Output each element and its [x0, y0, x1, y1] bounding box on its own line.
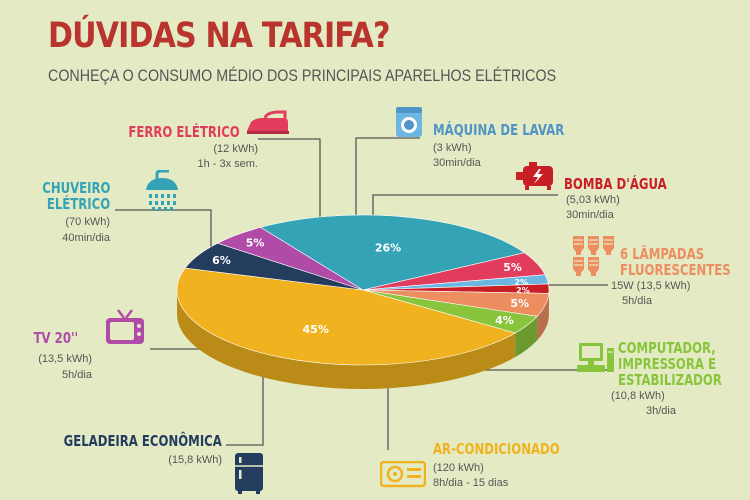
label-ferro-usage: 1h - 3x sem.	[197, 158, 258, 170]
leader-line-ferro	[258, 138, 321, 232]
pie-label-ar-condicionado: 45%	[303, 323, 329, 336]
pie-slice-ar-condicionado	[176, 267, 517, 366]
label-lampadas-usage: 5h/dia	[622, 295, 652, 307]
label-lampadas-kwh: 15W (13,5 kWh)	[611, 280, 691, 292]
label-tv-title: TV 20''	[33, 329, 78, 347]
pie-slice-chuveiro-eletrico	[259, 214, 526, 291]
label-computador-title-2: IMPRESSORA E	[618, 355, 716, 373]
label-tv-usage: 5h/dia	[62, 369, 92, 381]
label-computador-title-3: ESTABILIZADOR	[618, 371, 722, 389]
washing-machine-icon	[396, 107, 422, 137]
pie-label-6-lampadas-fluorescentes: 5%	[510, 297, 529, 310]
fluorescent-lamps-icon	[573, 236, 614, 276]
label-geladeira-kwh: (15,8 kWh)	[168, 454, 222, 466]
label-computador-title-1: COMPUTADOR,	[618, 339, 716, 357]
pie-label-ferro-eletrico: 5%	[503, 261, 522, 274]
refrigerator-icon	[235, 453, 263, 494]
label-computador-kwh: (10,8 kWh)	[611, 390, 665, 402]
iron-icon	[247, 110, 289, 134]
pie-side-6-lampadas-fluorescentes	[537, 293, 549, 341]
label-bomba-title: BOMBA D'ÁGUA	[564, 175, 667, 193]
label-ar-usage: 8h/dia - 15 dias	[433, 477, 509, 489]
label-ferro-title: FERRO ELÉTRICO	[128, 123, 240, 141]
shower-icon	[146, 170, 178, 211]
label-ar-kwh: (120 kWh)	[433, 462, 484, 474]
label-ar-title: AR-CONDICIONADO	[433, 440, 560, 458]
pie-label-tv-20: 5%	[246, 236, 265, 249]
label-maquina-title: MÁQUINA DE LAVAR	[433, 121, 565, 139]
pie-label-computador-impressora-e-estabilizador: 4%	[495, 314, 514, 327]
label-computador-usage: 3h/dia	[646, 405, 676, 417]
pie-label-chuveiro-eletrico: 26%	[375, 242, 401, 255]
label-ferro-kwh: (12 kWh)	[213, 143, 258, 155]
label-bomba-usage: 30min/dia	[566, 209, 614, 221]
computer-icon	[577, 343, 614, 372]
label-lampadas-title-1: 6 LÂMPADAS	[620, 245, 705, 263]
air-conditioner-icon	[380, 461, 426, 488]
label-bomba-kwh: (5,03 kWh)	[566, 194, 620, 206]
label-tv-kwh: (13,5 kWh)	[38, 353, 92, 365]
leader-line-maquina	[355, 137, 420, 232]
label-geladeira-title: GELADEIRA ECONÔMICA	[63, 432, 222, 450]
label-maquina-usage: 30min/dia	[433, 157, 481, 169]
pie-slice-computador-impressora-e-estabilizador	[362, 289, 538, 334]
tv-icon	[106, 309, 144, 344]
pie-label-bomba-d-agua: 2%	[516, 286, 530, 295]
label-chuveiro-usage: 40min/dia	[62, 232, 110, 244]
pie-labels: 45% 6% 5% 26% 5% 2%2% 5% 4%	[212, 236, 530, 336]
label-lampadas-title-2: FLUORESCENTES	[620, 261, 731, 279]
label-chuveiro-title-2: ELÉTRICO	[46, 195, 110, 213]
label-maquina-kwh: (3 kWh)	[433, 142, 472, 154]
pie-sides	[177, 290, 549, 389]
label-chuveiro-title-1: CHUVEIRO	[41, 179, 110, 197]
page-title: DÚVIDAS NA TARIFA?	[48, 16, 390, 56]
leader-line-chuveiro	[115, 209, 212, 260]
pie-top	[176, 214, 550, 366]
label-chuveiro-kwh: (70 kWh)	[65, 216, 110, 228]
pie-side-computador-impressora-e-estabilizador	[515, 316, 538, 358]
pie-label-geladeira-economica: 6%	[212, 254, 231, 267]
leader-line-geladeira	[226, 348, 264, 446]
page-subtitle: CONHEÇA O CONSUMO MÉDIO DOS PRINCIPAIS A…	[48, 66, 557, 85]
pie-side-ar-condicionado	[177, 290, 516, 389]
water-pump-icon	[516, 162, 553, 190]
pie-label-maquina-de-lavar: 2%	[515, 278, 529, 287]
